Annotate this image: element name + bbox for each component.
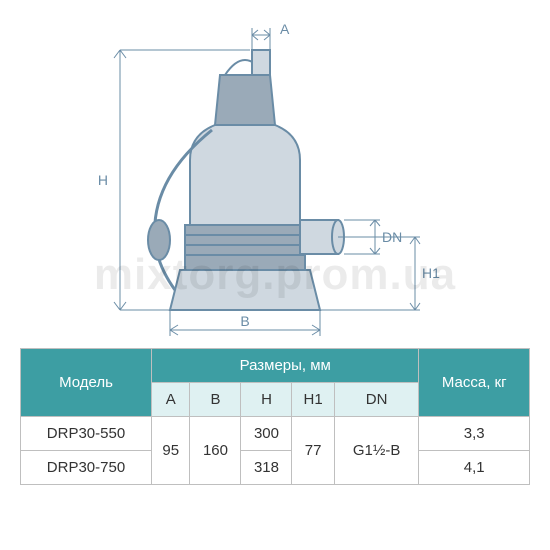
dim-label-h1: H1 xyxy=(422,265,440,281)
dim-label-a: A xyxy=(280,21,290,37)
col-mass: Масса, кг xyxy=(419,349,530,417)
table-row: DRP30-550 95 160 300 77 G1½-B 3,3 xyxy=(21,417,530,451)
col-a: A xyxy=(151,383,190,417)
cell-h1: 77 xyxy=(292,417,334,485)
col-b: B xyxy=(190,383,241,417)
spec-table: Модель Размеры, мм Масса, кг A B H H1 DN… xyxy=(20,348,530,485)
technical-drawing: H A B DN xyxy=(30,10,520,340)
cell-a: 95 xyxy=(151,417,190,485)
cell-h: 318 xyxy=(241,451,292,485)
col-h1: H1 xyxy=(292,383,334,417)
cell-model: DRP30-550 xyxy=(21,417,152,451)
cell-dn: G1½-B xyxy=(334,417,419,485)
col-dn: DN xyxy=(334,383,419,417)
col-group-dimensions: Размеры, мм xyxy=(151,349,418,383)
cell-h: 300 xyxy=(241,417,292,451)
col-h: H xyxy=(241,383,292,417)
cell-mass: 3,3 xyxy=(419,417,530,451)
cell-mass: 4,1 xyxy=(419,451,530,485)
cell-b: 160 xyxy=(190,417,241,485)
col-model: Модель xyxy=(21,349,152,417)
dim-label-h: H xyxy=(98,172,108,188)
table-row: DRP30-750 318 4,1 xyxy=(21,451,530,485)
cell-model: DRP30-750 xyxy=(21,451,152,485)
dim-label-b: B xyxy=(240,313,249,329)
